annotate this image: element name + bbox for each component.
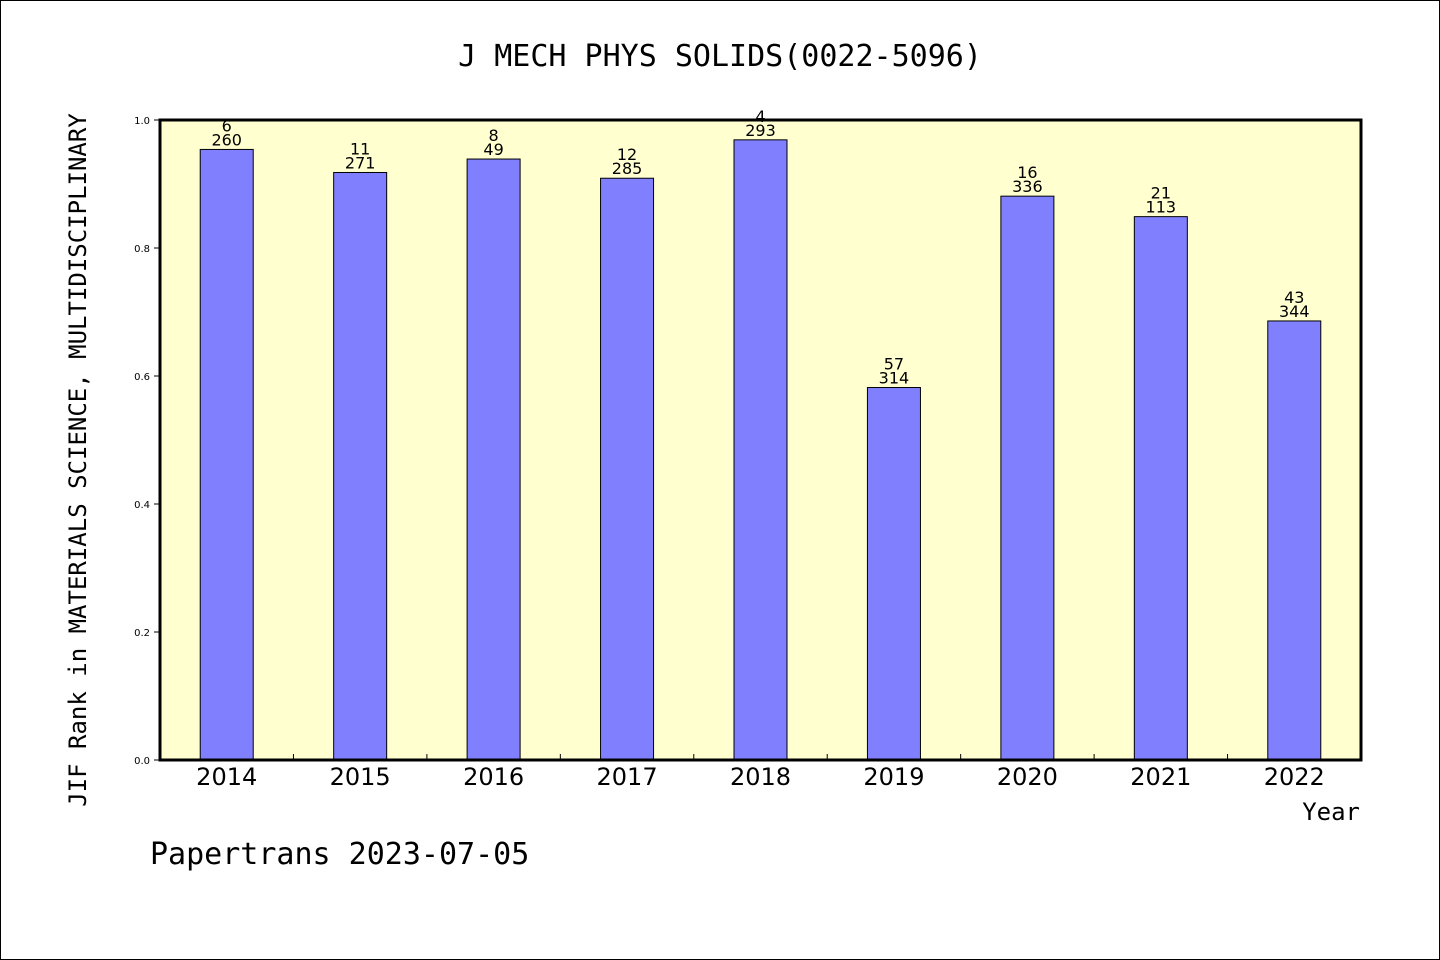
bar-total-label: 113 [1146,198,1177,217]
x-tick-label: 2019 [863,763,924,791]
bar [1000,195,1055,761]
x-tick-label: 2020 [997,763,1058,791]
plot-border [158,118,1363,762]
bar [466,158,521,761]
bar-rank-label: 57 [884,355,904,374]
bar-total-label: 260 [211,130,242,149]
chart-title: J MECH PHYS SOLIDS(0022-5096) [458,39,982,74]
x-tick-label: 2016 [463,763,524,791]
y-tick-label: 0.4 [134,500,150,511]
bar-rank-label: 6 [222,116,232,135]
bar [600,177,655,761]
bar [1267,320,1322,761]
bar-rank-label: 12 [617,145,637,164]
y-tick-label: 0.6 [134,372,150,383]
bar [333,171,388,761]
x-tick-label: 2022 [1264,763,1325,791]
bar-total-label: 293 [745,121,776,140]
x-tick-label: 2014 [196,763,257,791]
bar-total-label: 285 [612,159,643,178]
bar-rank-label: 16 [1017,163,1037,182]
bar-rank-label: 8 [489,126,499,145]
bar [866,387,921,761]
bar [733,139,788,761]
x-tick-label: 2015 [330,763,391,791]
x-tick-label: 2021 [1130,763,1191,791]
bar-total-label: 314 [879,369,910,388]
bar-total-label: 344 [1279,302,1310,321]
y-tick-label: 1.0 [134,116,150,127]
x-tick-label: 2018 [730,763,791,791]
x-axis-label: Year [1302,798,1360,826]
bar [1133,216,1188,761]
bar-rank-label: 21 [1151,184,1171,203]
bar-total-label: 271 [345,153,376,172]
bar-total-label: 336 [1012,177,1043,196]
bar-rank-label: 4 [755,107,765,126]
bar-rank-label: 43 [1284,288,1304,307]
y-tick-label: 0.8 [134,244,150,255]
footer-credit: Papertrans 2023-07-05 [150,837,529,872]
y-axis-label: JIF Rank in MATERIALS SCIENCE, MULTIDISC… [64,113,92,807]
y-axis: 0.0 0.2 0.4 0.6 0.8 1.0 [134,116,160,767]
x-axis: 2014 2015 2016 2017 2018 2019 2020 2021 2022 [196,754,1325,791]
y-tick-label: 0.2 [134,628,150,639]
x-tick-label: 2017 [597,763,658,791]
bar-total-label: 49 [483,140,503,159]
bar-rank-label: 11 [350,139,370,158]
y-tick-label: 0.0 [134,756,150,767]
bar [199,148,254,761]
